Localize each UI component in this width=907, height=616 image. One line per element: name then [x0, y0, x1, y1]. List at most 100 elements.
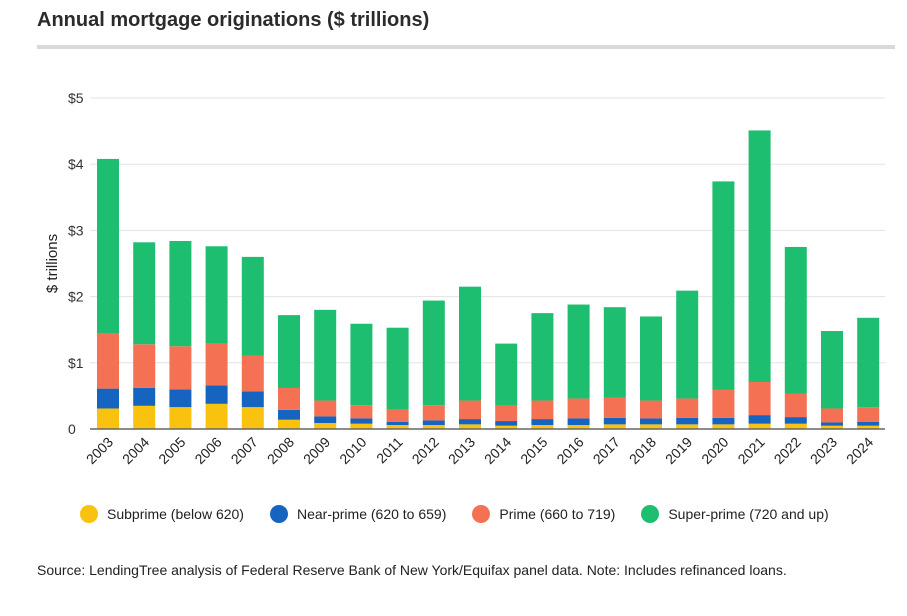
x-tick-label: 2007 [228, 434, 261, 467]
legend-swatch [80, 505, 98, 523]
bar-segment-subprime [459, 424, 481, 429]
x-tick-label: 2009 [300, 434, 333, 467]
bar-segment-subprime [857, 425, 880, 429]
y-tick-label: 0 [68, 421, 76, 437]
bar-segment-subprime [133, 405, 156, 429]
bar-segment-prime [567, 398, 590, 419]
bar-segment-subprime [422, 425, 445, 429]
bar-segment-subprime [278, 419, 300, 429]
bar-segment-super-prime [422, 300, 445, 406]
x-tick-label: 2016 [553, 434, 586, 467]
bar-segment-near-prime [350, 418, 373, 424]
legend-item: Subprime (below 620) [80, 505, 244, 523]
bar-segment-super-prime [531, 313, 554, 401]
bar-segment-subprime [205, 403, 228, 429]
y-axis-label: $ trillions [44, 234, 61, 293]
x-tick-label: 2013 [445, 434, 478, 467]
bar-segment-near-prime [712, 417, 735, 425]
x-tick-label: 2011 [373, 434, 406, 467]
bar-segment-near-prime [205, 385, 228, 404]
bar-segment-subprime [676, 424, 699, 429]
bar-segment-near-prime [386, 421, 409, 426]
legend-swatch [269, 505, 288, 523]
title-divider [37, 45, 895, 49]
bar-segment-prime [350, 405, 373, 419]
bar-segment-subprime [386, 425, 409, 429]
bar-segment-prime [531, 400, 554, 420]
y-tick-label: $1 [68, 355, 84, 371]
bar-segment-super-prime [386, 327, 409, 410]
source-note: Source: LendingTree analysis of Federal … [37, 562, 787, 578]
legend-swatch [641, 505, 660, 523]
bar-segment-prime [640, 400, 662, 419]
x-tick-label: 2024 [843, 434, 876, 467]
bar-segment-prime [133, 344, 156, 388]
x-tick-label: 2004 [119, 434, 152, 467]
bar-segment-super-prime [821, 331, 843, 409]
bar-segment-prime [603, 397, 626, 418]
bar-segment-prime [169, 346, 192, 390]
legend-label: Super-prime (720 and up) [668, 506, 829, 522]
bar-segment-subprime [712, 424, 735, 429]
bar-segment-near-prime [241, 391, 264, 408]
x-tick-label: 2023 [807, 434, 840, 467]
bar-segment-near-prime [278, 409, 300, 420]
bar-segment-subprime [495, 425, 518, 429]
bar-segment-subprime [241, 407, 264, 429]
x-tick-label: 2005 [155, 434, 188, 467]
bar-segment-near-prime [603, 417, 626, 425]
bar-segment-prime [205, 343, 228, 386]
bar-segment-subprime [784, 423, 807, 429]
bar-segment-prime [459, 400, 481, 420]
x-tick-label: 2018 [626, 434, 659, 467]
bar-segment-super-prime [169, 240, 192, 347]
bar-segment-subprime [640, 424, 662, 429]
x-tick-label: 2022 [771, 434, 804, 467]
bar-segment-near-prime [97, 388, 119, 409]
bar-segment-near-prime [567, 418, 590, 426]
chart-legend: Subprime (below 620) Near-prime (620 to 6… [80, 505, 855, 523]
bar-segment-prime [712, 389, 735, 418]
chart-title: Annual mortgage originations ($ trillion… [37, 9, 430, 31]
bar-segment-prime [748, 381, 771, 416]
bar-segment-super-prime [712, 181, 735, 390]
bar-segment-super-prime [495, 343, 518, 406]
x-tick-label: 2014 [481, 434, 514, 467]
bar-segment-super-prime [676, 290, 699, 399]
bar-segment-super-prime [133, 242, 156, 345]
bar-segment-near-prime [495, 421, 518, 426]
bar-segment-prime [278, 387, 300, 410]
bar-segment-super-prime [459, 286, 481, 401]
y-tick-label: $4 [68, 156, 84, 172]
bar-segment-near-prime [821, 422, 843, 426]
bar-segment-prime [314, 400, 337, 417]
bar-segment-super-prime [784, 246, 807, 394]
bar-segment-near-prime [314, 416, 337, 424]
bar-segment-near-prime [748, 415, 771, 424]
bar-segment-subprime [531, 425, 554, 429]
bar-segment-subprime [169, 407, 192, 429]
bar-segment-super-prime [278, 315, 300, 388]
bar-segment-subprime [748, 423, 771, 429]
bar-segment-super-prime [603, 307, 626, 398]
bar-segment-near-prime [640, 418, 662, 425]
legend-label: Prime (660 to 719) [499, 506, 616, 522]
bar-segment-near-prime [459, 419, 481, 425]
bar-segment-near-prime [169, 389, 192, 408]
bar-segment-super-prime [97, 158, 119, 334]
bar-segment-super-prime [314, 309, 337, 401]
bar-segment-prime [97, 333, 119, 389]
bar-segment-prime [676, 398, 699, 418]
bar-segment-prime [495, 405, 518, 422]
bar-segment-near-prime [784, 417, 807, 424]
y-tick-label: $2 [68, 289, 84, 305]
legend-item: Super-prime (720 and up) [641, 505, 829, 523]
x-tick-label: 2021 [734, 434, 767, 467]
x-tick-label: 2012 [409, 434, 442, 467]
bar-segment-super-prime [748, 130, 771, 382]
legend-label: Subprime (below 620) [107, 506, 244, 522]
bar-segment-prime [784, 393, 807, 418]
bar-segment-prime [241, 355, 264, 392]
legend-label: Near-prime (620 to 659) [296, 506, 447, 522]
